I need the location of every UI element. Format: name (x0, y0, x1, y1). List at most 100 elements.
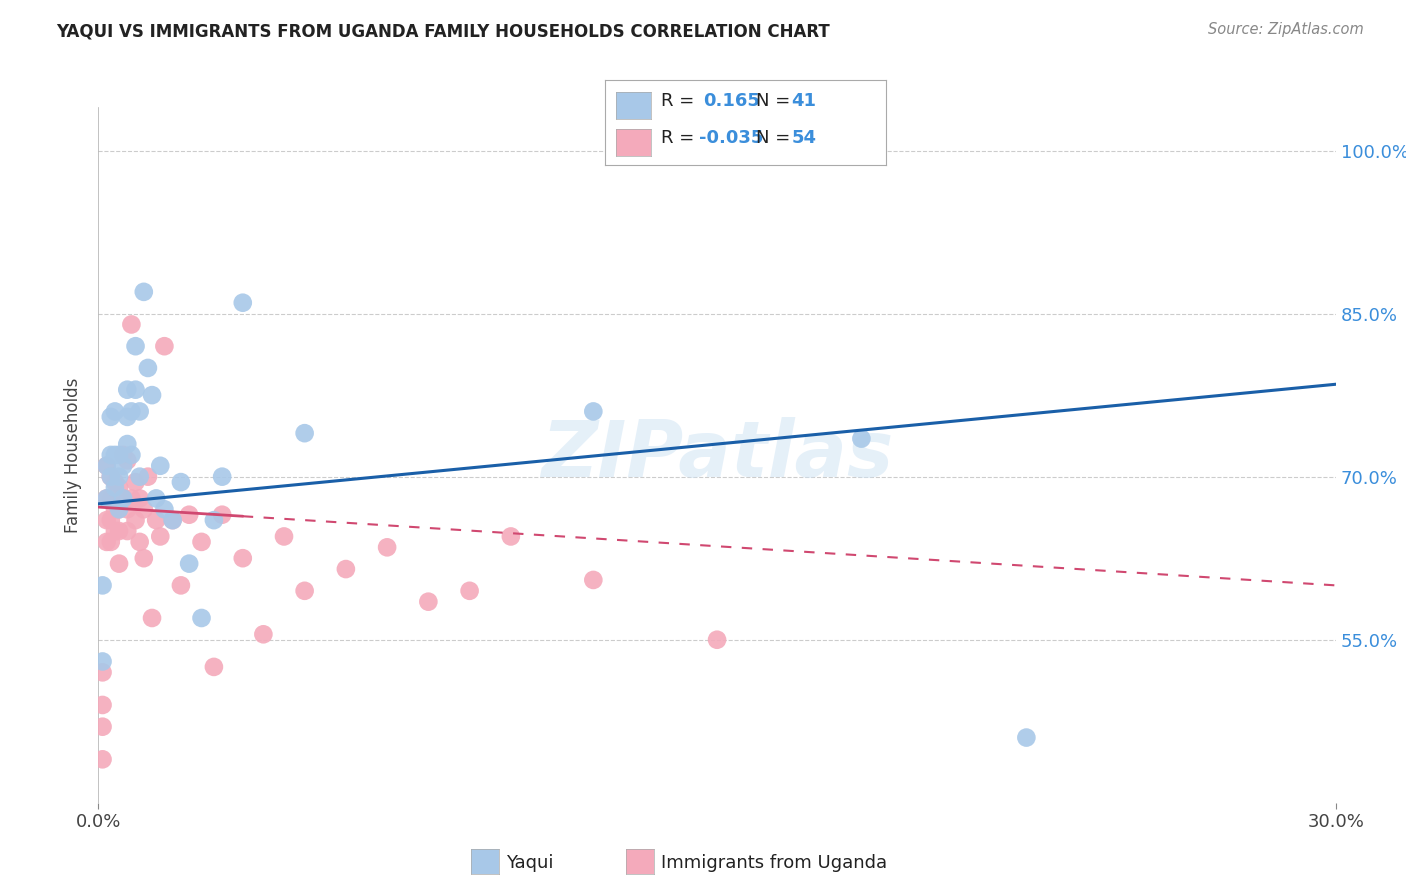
Point (117, 437, 139, 451)
Point (211, 469, 233, 483)
Point (120, 448, 142, 462)
Point (117, 502, 139, 516)
Point (190, 535, 212, 549)
Point (145, 513, 167, 527)
Point (104, 448, 127, 462)
Point (124, 339, 146, 353)
Point (117, 409, 139, 424)
Point (100, 469, 122, 483)
Point (252, 627, 274, 641)
Point (458, 583, 481, 598)
Point (120, 491, 142, 506)
Point (232, 551, 254, 566)
Point (149, 529, 172, 543)
Point (117, 383, 139, 397)
Point (132, 285, 155, 299)
Point (100, 535, 122, 549)
Point (108, 524, 131, 538)
Point (128, 469, 150, 483)
Text: YAQUI VS IMMIGRANTS FROM UGANDA FAMILY HOUSEHOLDS CORRELATION CHART: YAQUI VS IMMIGRANTS FROM UGANDA FAMILY H… (56, 22, 830, 40)
Point (153, 502, 176, 516)
Point (132, 502, 155, 516)
Point (104, 481, 127, 495)
Point (100, 469, 122, 483)
Point (91, 752, 114, 766)
Point (104, 475, 127, 489)
Point (170, 475, 193, 489)
Point (124, 383, 146, 397)
Point (91, 665, 114, 680)
Point (108, 502, 131, 516)
Point (120, 404, 142, 418)
Point (108, 557, 131, 571)
Point (179, 508, 201, 522)
Text: R =: R = (661, 129, 695, 147)
Point (112, 491, 135, 506)
Point (117, 524, 139, 538)
Point (100, 491, 122, 506)
Text: Yaqui: Yaqui (506, 854, 554, 871)
Text: 54: 54 (792, 129, 817, 147)
Text: -0.035: -0.035 (699, 129, 763, 147)
Point (108, 481, 131, 495)
Point (1015, 731, 1038, 745)
Point (124, 513, 146, 527)
Text: R =: R = (661, 92, 695, 110)
Text: Source: ZipAtlas.com: Source: ZipAtlas.com (1208, 22, 1364, 37)
Point (375, 541, 398, 555)
Y-axis label: Family Households: Family Households (65, 377, 83, 533)
Point (112, 458, 135, 473)
Point (162, 513, 184, 527)
Point (582, 573, 605, 587)
Point (124, 475, 146, 489)
Point (149, 458, 172, 473)
Point (202, 660, 225, 674)
Point (108, 448, 131, 462)
Point (108, 502, 131, 516)
Point (96, 513, 118, 527)
Text: 0.165: 0.165 (703, 92, 759, 110)
Point (190, 611, 212, 625)
Point (145, 491, 167, 506)
Point (117, 453, 139, 467)
Point (132, 551, 155, 566)
Point (104, 404, 127, 418)
Point (211, 508, 233, 522)
Point (96, 491, 118, 506)
Point (100, 448, 122, 462)
Point (141, 611, 163, 625)
Point (418, 595, 440, 609)
Point (179, 557, 201, 571)
Point (96, 458, 118, 473)
Point (162, 513, 184, 527)
Point (128, 535, 150, 549)
Point (499, 529, 522, 543)
Point (91, 720, 114, 734)
Point (104, 502, 127, 516)
Point (104, 524, 127, 538)
Point (96, 535, 118, 549)
Point (91, 578, 114, 592)
Point (120, 318, 142, 332)
Point (136, 469, 159, 483)
Point (851, 432, 873, 446)
Point (706, 632, 728, 647)
Point (136, 361, 159, 376)
Point (232, 295, 254, 310)
Point (91, 655, 114, 669)
Point (335, 562, 357, 576)
Point (273, 529, 295, 543)
Point (202, 513, 225, 527)
Point (112, 448, 135, 462)
Point (91, 698, 114, 712)
Point (153, 339, 176, 353)
Point (108, 469, 131, 483)
Point (96, 491, 118, 506)
Text: N =: N = (756, 92, 790, 110)
Point (128, 491, 150, 506)
Point (294, 426, 316, 441)
Point (141, 388, 163, 402)
Point (96, 458, 118, 473)
Point (582, 404, 605, 418)
Point (128, 404, 150, 418)
